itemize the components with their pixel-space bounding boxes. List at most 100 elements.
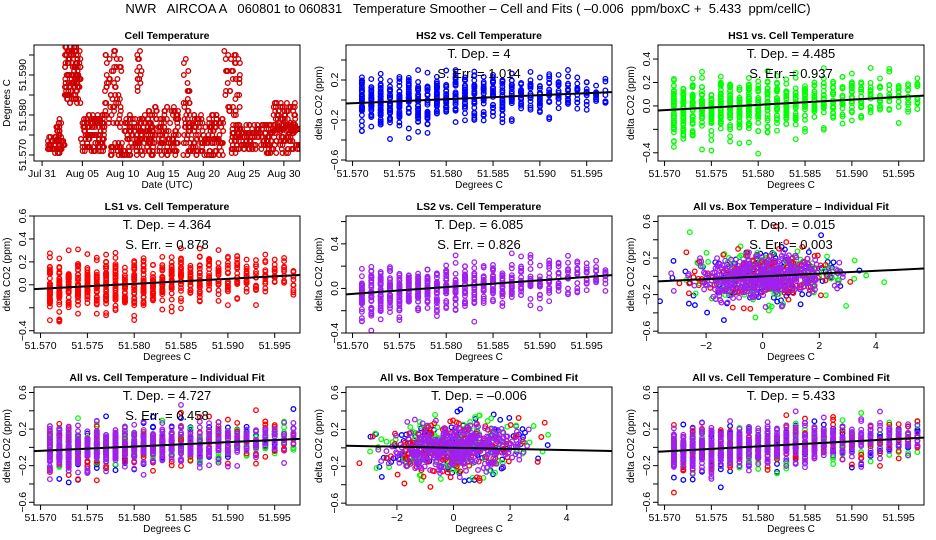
data-point [443, 300, 450, 306]
data-point [745, 82, 752, 89]
data-point [499, 273, 506, 279]
data-point [452, 67, 459, 74]
data-point [546, 260, 553, 267]
data-point [150, 413, 156, 420]
data-point [63, 45, 70, 50]
data-point [253, 268, 259, 275]
data-point [480, 298, 487, 304]
data-point [387, 136, 393, 142]
data-point [755, 150, 762, 157]
data-point [764, 67, 771, 74]
data-point [103, 84, 110, 90]
data-point [820, 109, 827, 116]
data-point [272, 116, 279, 122]
data-point [224, 265, 231, 272]
data-point [782, 277, 789, 284]
data-point [188, 136, 195, 142]
data-point [858, 88, 865, 95]
data-point [113, 56, 120, 62]
data-point [774, 112, 780, 119]
data-point [358, 318, 365, 325]
data-point [387, 77, 393, 84]
data-point [160, 116, 167, 122]
data-point [84, 251, 91, 258]
data-point [518, 263, 525, 270]
data-point [424, 305, 431, 311]
data-point [805, 284, 812, 291]
x-tick-label: 51.595 [571, 340, 603, 352]
data-point [819, 278, 826, 285]
data-point [518, 274, 525, 281]
data-point [127, 152, 134, 158]
data-point [236, 92, 243, 98]
data-point [791, 263, 798, 270]
data-point [471, 270, 478, 277]
x-tick-label: 51.570 [648, 168, 680, 180]
fit-annotation: S. Err. = 0.826 [437, 237, 520, 252]
data-point [776, 258, 782, 265]
data-point [680, 92, 687, 99]
data-point [499, 289, 506, 296]
data-point [131, 302, 138, 309]
data-point [719, 265, 726, 272]
data-point [157, 140, 164, 146]
data-point [387, 92, 393, 99]
data-point [290, 269, 297, 275]
data-point [253, 302, 259, 309]
data-point [74, 64, 81, 70]
data-point [90, 144, 97, 150]
y-axis-label: delta CO2 (ppm) [626, 66, 637, 140]
data-point [527, 295, 534, 302]
data-point [886, 98, 893, 105]
data-point [443, 269, 450, 276]
data-point [914, 80, 921, 87]
data-point [94, 112, 101, 118]
data-point [270, 146, 277, 152]
data-point [709, 270, 716, 277]
data-point [602, 280, 609, 287]
data-point [101, 124, 108, 130]
data-point [108, 92, 114, 98]
data-point [839, 105, 846, 112]
data-point [508, 250, 515, 257]
data-point [462, 99, 468, 106]
x-tick-label: 51.580 [430, 340, 462, 352]
data-point [377, 118, 384, 125]
data-point [209, 132, 216, 138]
data-point [718, 299, 725, 306]
data-point [243, 256, 250, 263]
data-point [452, 295, 459, 302]
data-point [820, 80, 827, 87]
data-point [424, 121, 431, 128]
data-point [796, 282, 803, 289]
data-point [387, 83, 393, 90]
data-point [462, 303, 468, 309]
data-point [799, 291, 806, 298]
data-point [847, 278, 854, 285]
data-point [820, 103, 827, 110]
y-axis-label: delta CO2 (ppm) [626, 238, 637, 312]
data-point [546, 98, 553, 105]
data-point [716, 272, 723, 278]
data-point [822, 292, 829, 299]
data-point [518, 288, 525, 295]
data-point [527, 98, 534, 105]
data-point [705, 258, 712, 265]
data-point [46, 317, 53, 324]
data-point [480, 87, 487, 94]
data-point [811, 88, 818, 95]
data-point [358, 77, 365, 84]
data-point [84, 279, 91, 285]
data-point [187, 262, 194, 269]
data-point [111, 80, 117, 86]
data-point [396, 317, 403, 323]
data-point [185, 88, 192, 94]
y-axis-label: delta CO2 (ppm) [314, 238, 325, 312]
data-point [206, 257, 213, 264]
y-tick-label: 0.2 [17, 254, 29, 269]
x-tick-label: Aug 15 [146, 168, 179, 180]
data-point [736, 140, 743, 147]
